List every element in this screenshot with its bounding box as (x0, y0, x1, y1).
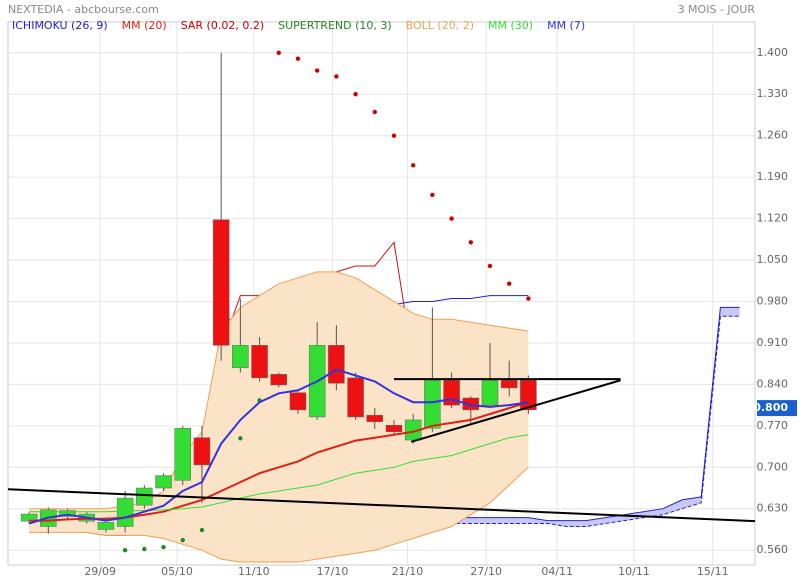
indicator-dot (391, 133, 397, 138)
candle-body (59, 510, 76, 517)
candle-body (328, 345, 345, 384)
candle-body (481, 379, 499, 406)
indicator-dot (161, 545, 166, 550)
candle-body (424, 379, 441, 429)
candle-body (232, 345, 249, 369)
indicator-dot (295, 56, 301, 61)
candle-body (136, 487, 153, 506)
indicator-dot (199, 527, 205, 533)
legend-entry: SAR (0.02, 0.2) (181, 19, 264, 32)
legend-entry: ICHIMOKU (26, 9) (12, 19, 108, 32)
candle-body (97, 522, 115, 530)
indicator-dot (142, 546, 147, 552)
y-tick-label: 1.120 (757, 212, 789, 225)
indicator-dot (238, 436, 243, 441)
x-tick-label: 10/11 (618, 565, 650, 578)
y-tick-label: 0.770 (757, 419, 789, 432)
period: 3 MOIS - JOUR (678, 3, 756, 16)
x-tick-label: 15/11 (697, 565, 729, 578)
plot-border (7, 21, 756, 566)
indicator-dot (468, 240, 473, 245)
y-tick-label: 1.050 (757, 253, 789, 266)
legend-entry: SUPERTREND (10, 3) (278, 19, 392, 32)
last-price-label: 0.800 (753, 401, 788, 414)
candle-body (193, 437, 211, 466)
indicator-dot (122, 547, 128, 553)
candle-body (366, 414, 384, 422)
indicator-dot (276, 50, 281, 55)
candle-body (270, 374, 288, 386)
indicator-dot (372, 109, 377, 115)
indicator-dot (449, 216, 454, 221)
y-tick-label: 1.400 (757, 46, 789, 59)
indicator-dot (410, 163, 416, 168)
y-tick-label: 0.910 (757, 336, 789, 349)
indicator-dot (526, 296, 531, 301)
x-tick-label: 27/10 (470, 565, 502, 578)
candle-body (212, 219, 230, 346)
candle-body (251, 345, 268, 379)
bollinger-band (29, 271, 529, 563)
x-tick-label: 29/09 (84, 565, 116, 578)
y-tick-label: 0.630 (757, 502, 789, 515)
candle-body (347, 377, 364, 418)
candle-body (462, 397, 480, 411)
chart-title: NEXTEDIA - abcbourse.com (8, 3, 159, 16)
legend-entry: BOLL (20, 2) (406, 19, 474, 32)
indicator-dot (507, 281, 512, 286)
x-tick-label: 11/10 (238, 565, 270, 578)
legend-entry: MM (7) (547, 19, 585, 32)
y-tick-label: 0.980 (757, 294, 789, 307)
y-tick-label: 0.700 (757, 460, 789, 473)
last-price-box (757, 400, 797, 417)
candle-body (500, 379, 518, 389)
moving-average (28, 368, 529, 525)
moving-average (29, 434, 529, 513)
x-tick-label: 05/10 (161, 565, 193, 578)
candle-body (289, 392, 307, 411)
x-tick-label: 17/10 (317, 565, 349, 578)
trendline (410, 379, 621, 443)
y-tick-label: 1.260 (757, 129, 789, 142)
indicator-dot (430, 192, 435, 198)
indicator-dot (180, 537, 185, 543)
y-tick-label: 1.330 (757, 87, 789, 100)
candle-body (385, 425, 403, 433)
bollinger-lower (29, 466, 529, 563)
candle-body (155, 475, 172, 489)
legend-entry: MM (30) (488, 19, 533, 32)
indicator-dot (487, 263, 493, 269)
indicator-dot (334, 74, 339, 79)
bollinger-upper (29, 271, 529, 510)
y-tick-label: 0.840 (757, 377, 789, 390)
trendline (7, 488, 756, 523)
moving-average (29, 401, 529, 522)
x-tick-label: 21/10 (392, 565, 424, 578)
candle-body (174, 427, 191, 481)
y-tick-label: 0.560 (757, 543, 789, 556)
indicator-dot (353, 92, 358, 97)
indicator-dot (314, 68, 320, 73)
legend-entry: MM (20) (122, 19, 167, 32)
x-tick-label: 04/11 (541, 565, 573, 578)
candle-body (116, 497, 134, 527)
y-tick-label: 1.190 (757, 170, 789, 183)
